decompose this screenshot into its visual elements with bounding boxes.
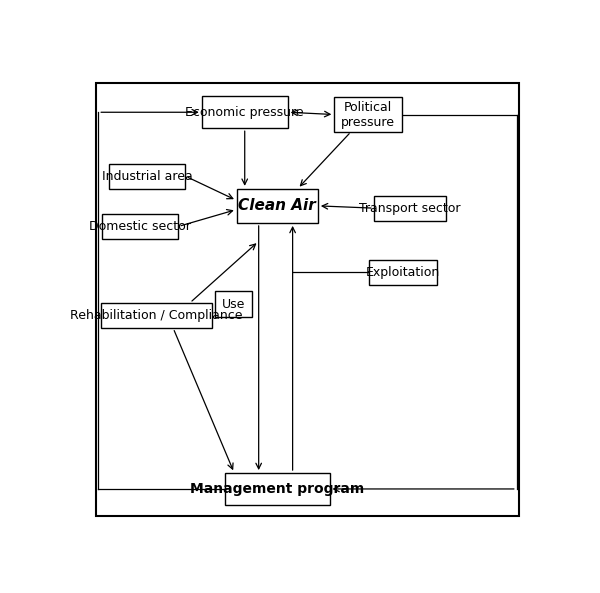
Text: Management program: Management program: [190, 482, 364, 496]
Text: Economic pressure: Economic pressure: [185, 106, 304, 119]
FancyBboxPatch shape: [334, 97, 401, 132]
FancyBboxPatch shape: [374, 196, 446, 221]
FancyBboxPatch shape: [109, 164, 185, 189]
Text: Political
pressure: Political pressure: [341, 101, 395, 129]
FancyBboxPatch shape: [236, 189, 318, 223]
Text: Exploitation: Exploitation: [366, 266, 440, 279]
FancyBboxPatch shape: [96, 82, 519, 517]
Text: Domestic sector: Domestic sector: [89, 220, 191, 233]
Text: Rehabilitation / Compliance: Rehabilitation / Compliance: [70, 309, 242, 322]
FancyBboxPatch shape: [102, 214, 178, 239]
Text: Transport sector: Transport sector: [359, 202, 461, 215]
Text: Use: Use: [221, 298, 245, 311]
FancyBboxPatch shape: [202, 96, 288, 128]
Text: Industrial area: Industrial area: [101, 170, 193, 183]
FancyBboxPatch shape: [369, 260, 437, 285]
FancyBboxPatch shape: [101, 303, 212, 328]
FancyBboxPatch shape: [225, 473, 329, 505]
FancyBboxPatch shape: [215, 292, 252, 317]
Text: Clean Air: Clean Air: [238, 199, 316, 213]
